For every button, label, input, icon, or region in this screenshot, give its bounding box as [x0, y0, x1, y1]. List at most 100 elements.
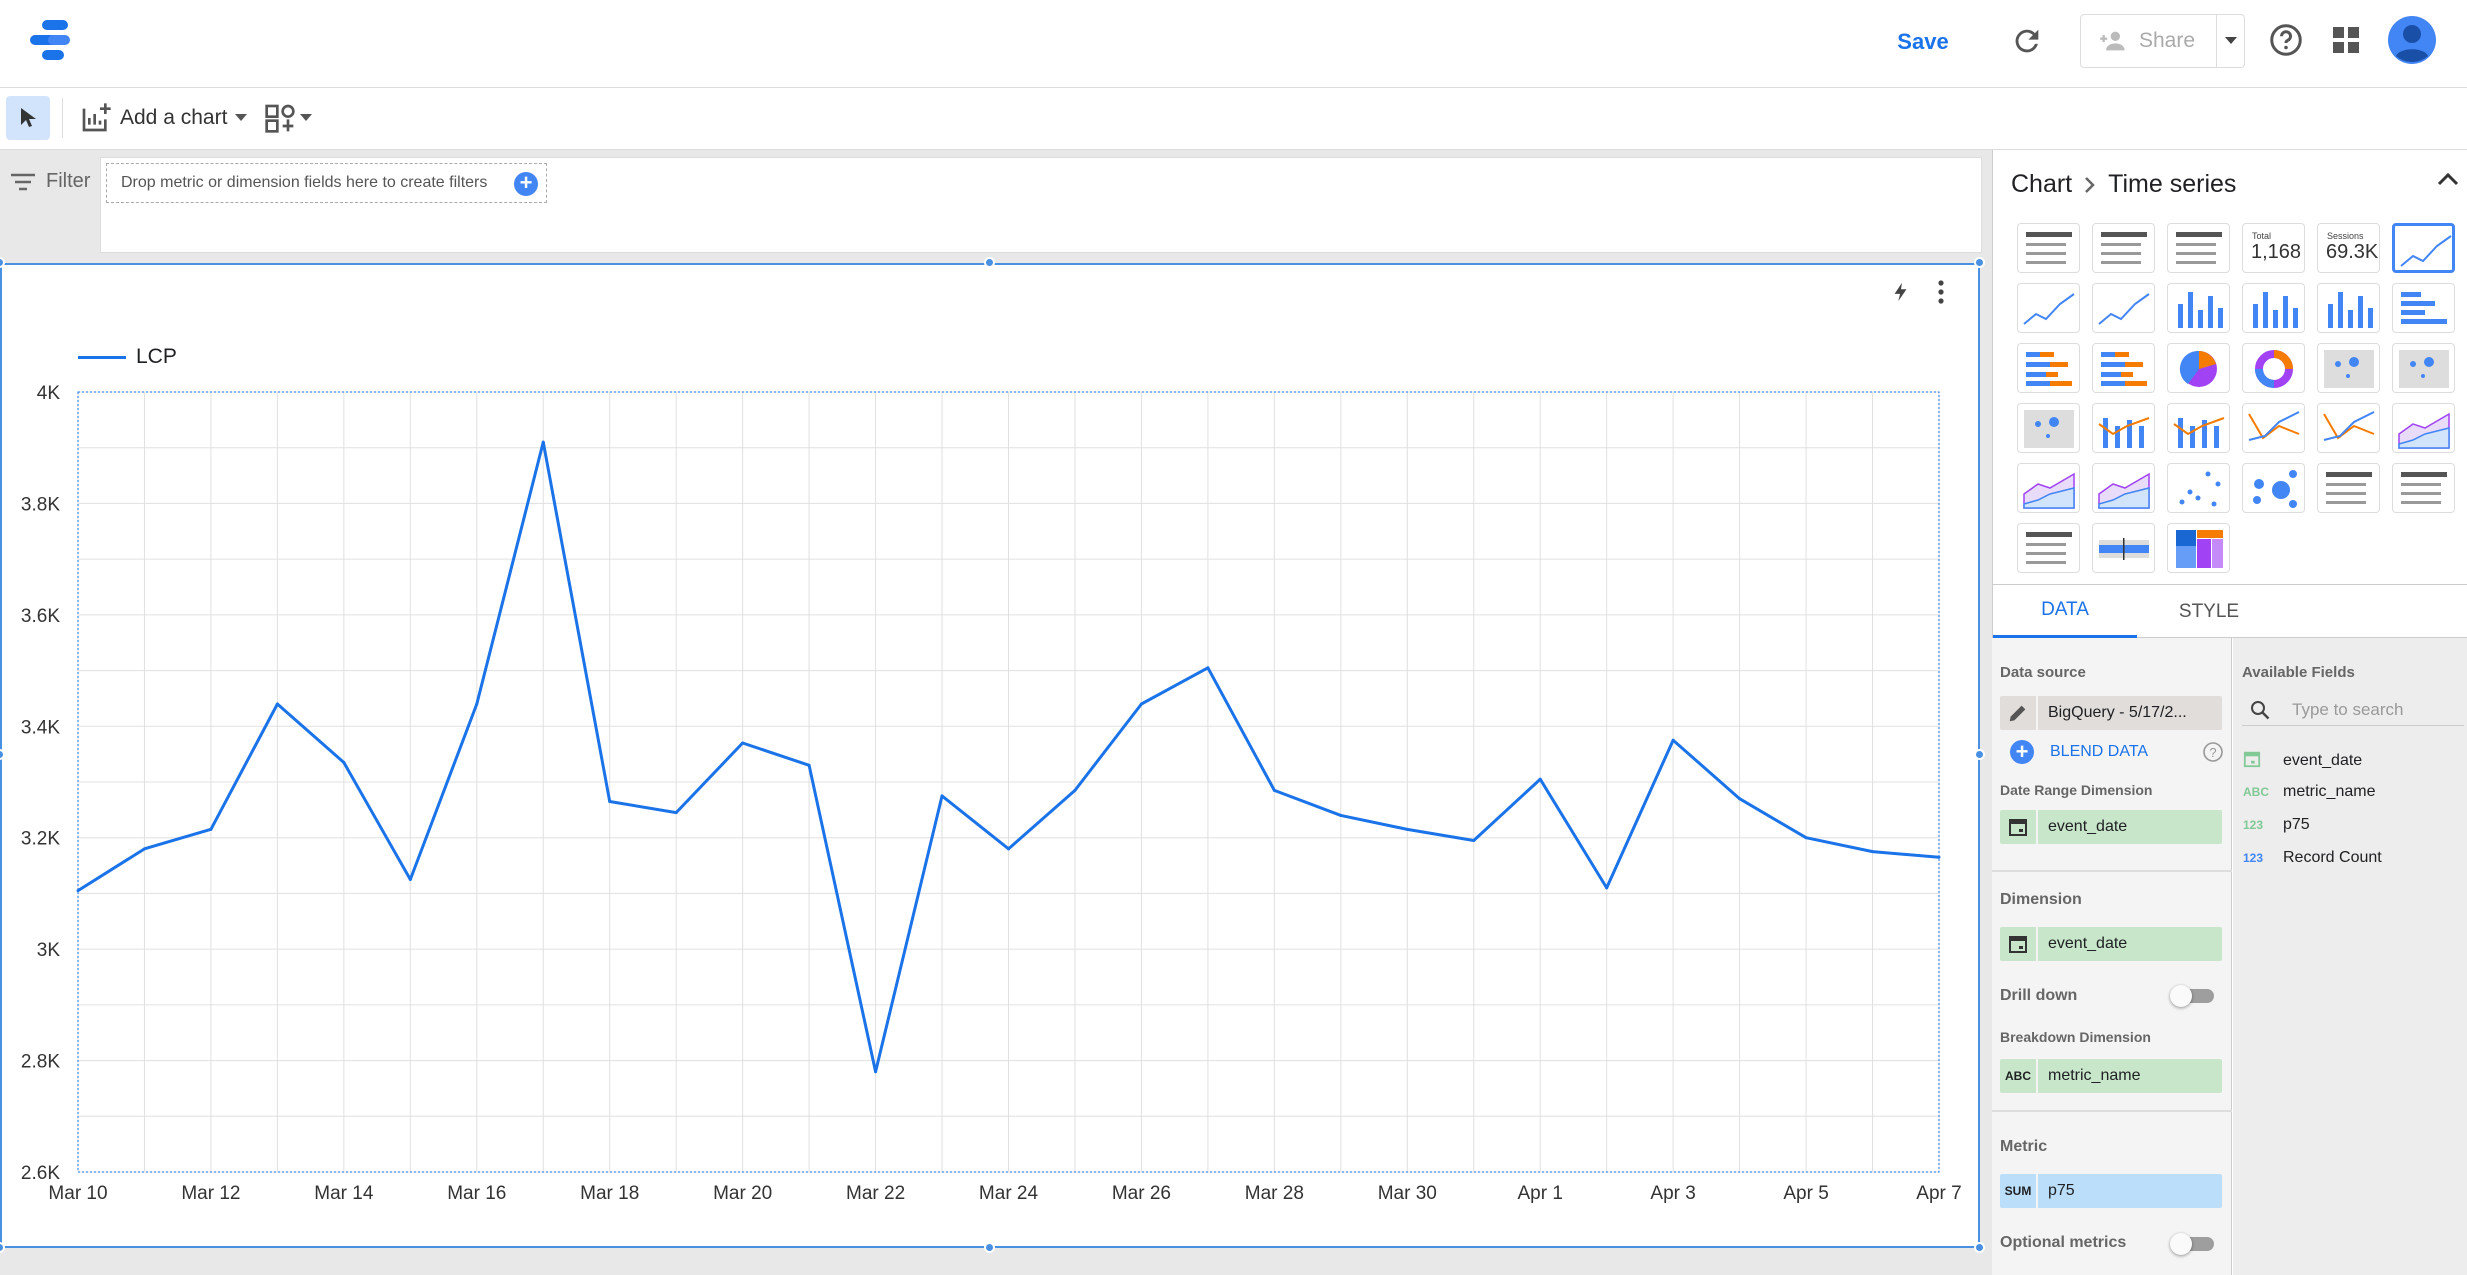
data-point: [1804, 836, 1808, 840]
dimension-chip[interactable]: event_date: [2000, 927, 2222, 961]
x-tick-label: Apr 3: [1650, 1183, 1695, 1204]
chart-type-bubble-chart[interactable]: [2242, 463, 2305, 513]
chart-type-pivot-table-bars[interactable]: [2392, 463, 2455, 513]
add-chart-label: Add a chart: [120, 106, 228, 129]
available-field[interactable]: ABC metric_name: [2243, 783, 2375, 801]
chart-type-line-chart[interactable]: [2242, 403, 2305, 453]
collapse-icon[interactable]: [2437, 172, 2459, 186]
chart-type-stacked-column[interactable]: [2242, 283, 2305, 333]
resize-handle[interactable]: [1974, 749, 1985, 760]
optional-metrics-toggle[interactable]: [2170, 1233, 2214, 1255]
y-tick-label: 4K: [37, 383, 61, 404]
field-search-input[interactable]: Type to search: [2242, 694, 2464, 726]
aggregation-label[interactable]: SUM: [2000, 1174, 2038, 1208]
chart-type-table[interactable]: [2017, 223, 2080, 273]
chart-type-bullet-chart[interactable]: [2092, 523, 2155, 573]
tab-data[interactable]: DATA: [1993, 585, 2137, 638]
data-point: [741, 741, 745, 745]
chart-type-sparkline[interactable]: [2017, 283, 2080, 333]
resize-handle[interactable]: [0, 749, 5, 760]
resize-handle[interactable]: [1974, 257, 1985, 268]
chart-type-100-stacked-bar[interactable]: [2092, 343, 2155, 393]
x-tick-label: Mar 30: [1378, 1183, 1437, 1204]
data-config-column: Data source BigQuery - 5/17/2... + BLEND…: [1992, 638, 2232, 1275]
resize-handle[interactable]: [1974, 1242, 1985, 1253]
chart-type-pie-chart[interactable]: [2167, 343, 2230, 393]
lightning-icon[interactable]: [1890, 279, 1912, 305]
chart-type-scatter-chart[interactable]: [2167, 463, 2230, 513]
breakdown-label: Breakdown Dimension: [2000, 1029, 2151, 1045]
chart-type-column-chart[interactable]: [2167, 283, 2230, 333]
apps-icon[interactable]: [2333, 27, 2359, 53]
chart-type-geo-chart[interactable]: [2017, 403, 2080, 453]
tab-style[interactable]: STYLE: [2178, 600, 2240, 622]
chart-type-filled-map[interactable]: [2392, 343, 2455, 393]
chart-type-treemap[interactable]: [2167, 523, 2230, 573]
time-series-chart[interactable]: LCP 2.6K 2.8K 3K 3.2K 3.4K 3.6K 3.8K 4K Mar 10 Ma…: [0, 263, 1980, 1248]
toolbar: Add a chart: [0, 88, 2467, 150]
chart-type-bubble-map[interactable]: [2317, 343, 2380, 393]
chart-type-scorecard-compact[interactable]: Sessions 69.3K: [2317, 223, 2380, 273]
divider: [1992, 1110, 2232, 1112]
add-chart-button[interactable]: Add a chart: [80, 100, 248, 136]
available-field[interactable]: 123 Record Count: [2243, 849, 2382, 867]
chart-type-100-stacked-column[interactable]: [2317, 283, 2380, 333]
scatter-chart-icon: [2179, 471, 2221, 507]
drill-down-toggle[interactable]: [2170, 985, 2214, 1007]
chart-type-bar-chart[interactable]: [2392, 283, 2455, 333]
blend-data-button[interactable]: + BLEND DATA: [2010, 740, 2148, 764]
chart-type-pivot-table-heatmap[interactable]: [2017, 523, 2080, 573]
resize-handle[interactable]: [0, 1242, 5, 1253]
available-field[interactable]: 123 p75: [2243, 816, 2310, 834]
chart-type-time-series[interactable]: [2392, 223, 2455, 273]
pivot-table-bars-icon: [2401, 472, 2447, 504]
add-control-button[interactable]: [264, 102, 312, 134]
divider: [1993, 584, 2467, 585]
data-source-label: Data source: [2000, 664, 2086, 681]
chart-type-stacked-area[interactable]: [2017, 463, 2080, 513]
caret-down-icon[interactable]: [2216, 15, 2244, 67]
more-vert-icon[interactable]: [1936, 279, 1946, 305]
add-filter-icon[interactable]: +: [514, 172, 538, 196]
refresh-icon[interactable]: [2010, 24, 2044, 58]
resize-handle[interactable]: [984, 1242, 995, 1253]
help-icon[interactable]: ?: [2202, 741, 2224, 763]
save-button[interactable]: Save: [1897, 29, 1949, 54]
dimension-field: event_date: [2048, 935, 2128, 952]
chart-type-donut-chart[interactable]: [2242, 343, 2305, 393]
metric-label: Metric: [2000, 1138, 2048, 1155]
chart-type-100-stacked-area[interactable]: [2092, 463, 2155, 513]
breadcrumb-root[interactable]: Chart: [2011, 170, 2073, 198]
plot-selection-border: [77, 391, 1940, 1173]
100-stacked-area-icon: [2098, 472, 2150, 509]
available-field[interactable]: event_date: [2243, 750, 2362, 771]
chart-type-stacked-combo[interactable]: [2167, 403, 2230, 453]
filter-drop-zone[interactable]: Drop metric or dimension fields here to …: [106, 163, 547, 203]
chart-type-scorecard[interactable]: Total 1,168: [2242, 223, 2305, 273]
chart-type-pivot-table[interactable]: [2317, 463, 2380, 513]
chart-type-area-chart[interactable]: [2392, 403, 2455, 453]
share-button[interactable]: Share: [2080, 14, 2245, 68]
resize-handle[interactable]: [0, 257, 5, 268]
breakdown-chip[interactable]: ABC metric_name: [2000, 1059, 2222, 1093]
resize-handle[interactable]: [984, 257, 995, 268]
metric-chip[interactable]: SUM p75: [2000, 1174, 2222, 1208]
chart-type-combo-chart[interactable]: [2092, 403, 2155, 453]
date-range-chip[interactable]: event_date: [2000, 810, 2222, 844]
chart-type-smoothed-line[interactable]: [2092, 283, 2155, 333]
chart-type-table-bars[interactable]: [2092, 223, 2155, 273]
y-tick-label: 3.4K: [21, 717, 60, 738]
help-icon[interactable]: [2268, 22, 2304, 58]
filter-label-group: Filter: [10, 170, 90, 193]
calendar-icon: [2000, 927, 2038, 961]
pencil-icon[interactable]: [2000, 696, 2038, 730]
pivot-table-heatmap-icon: [2026, 532, 2072, 564]
data-source-chip[interactable]: BigQuery - 5/17/2...: [2000, 696, 2222, 730]
stacked-bar-icon: [2026, 352, 2072, 386]
select-tool-button[interactable]: [6, 96, 50, 140]
logo[interactable]: [28, 18, 78, 64]
chart-type-table-heatmap[interactable]: [2167, 223, 2230, 273]
chart-type-smoothed-line-chart[interactable]: [2317, 403, 2380, 453]
avatar[interactable]: [2388, 16, 2436, 64]
chart-type-stacked-bar[interactable]: [2017, 343, 2080, 393]
